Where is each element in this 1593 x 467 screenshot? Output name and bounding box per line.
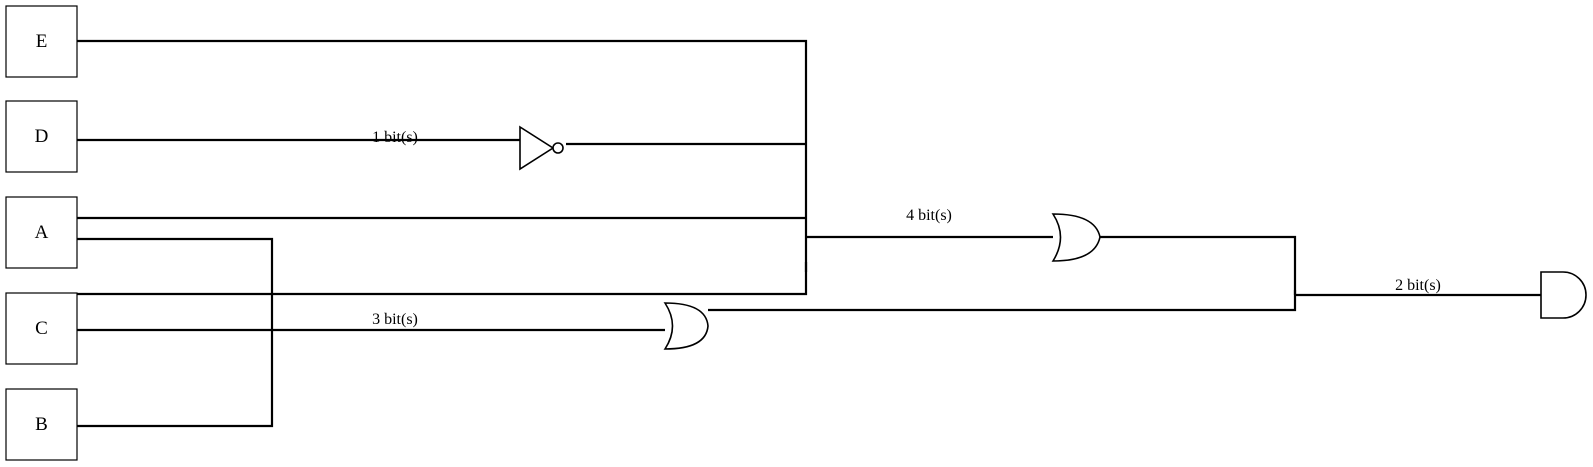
- input-b: B: [5, 388, 78, 461]
- input-d-box: [5, 100, 78, 173]
- input-c-label: C: [35, 318, 48, 339]
- input-d-label: D: [35, 126, 49, 147]
- input-b-label: B: [35, 414, 48, 435]
- input-a-box: [5, 196, 78, 269]
- wire-or-upper-out: [1100, 235, 1297, 295]
- bus-label-4-bit: 4 bit(s): [906, 207, 952, 224]
- input-b-box: [5, 388, 78, 461]
- input-a: A: [5, 196, 78, 269]
- input-c-box: [5, 292, 78, 365]
- or-gate-lower-icon: [663, 302, 709, 350]
- wire-c-upper: [77, 262, 808, 296]
- input-e-box: [5, 5, 78, 78]
- bus-label-2-bit: 2 bit(s): [1395, 277, 1441, 294]
- not-gate-icon: [519, 125, 564, 171]
- input-c: C: [5, 292, 78, 365]
- input-e-label: E: [36, 31, 48, 52]
- or-gate-upper-icon: [1051, 213, 1101, 262]
- input-e: E: [5, 5, 78, 78]
- bus-label-3-bit: 3 bit(s): [372, 311, 418, 328]
- wire-or-lower-out: [708, 290, 1297, 312]
- wire-a-lower: [77, 237, 274, 428]
- bus-label-1-bit: 1 bit(s): [372, 129, 418, 146]
- input-d: D: [5, 100, 78, 173]
- wire-e: [77, 39, 808, 272]
- and-gate-icon: [1540, 271, 1587, 319]
- input-a-label: A: [35, 222, 49, 243]
